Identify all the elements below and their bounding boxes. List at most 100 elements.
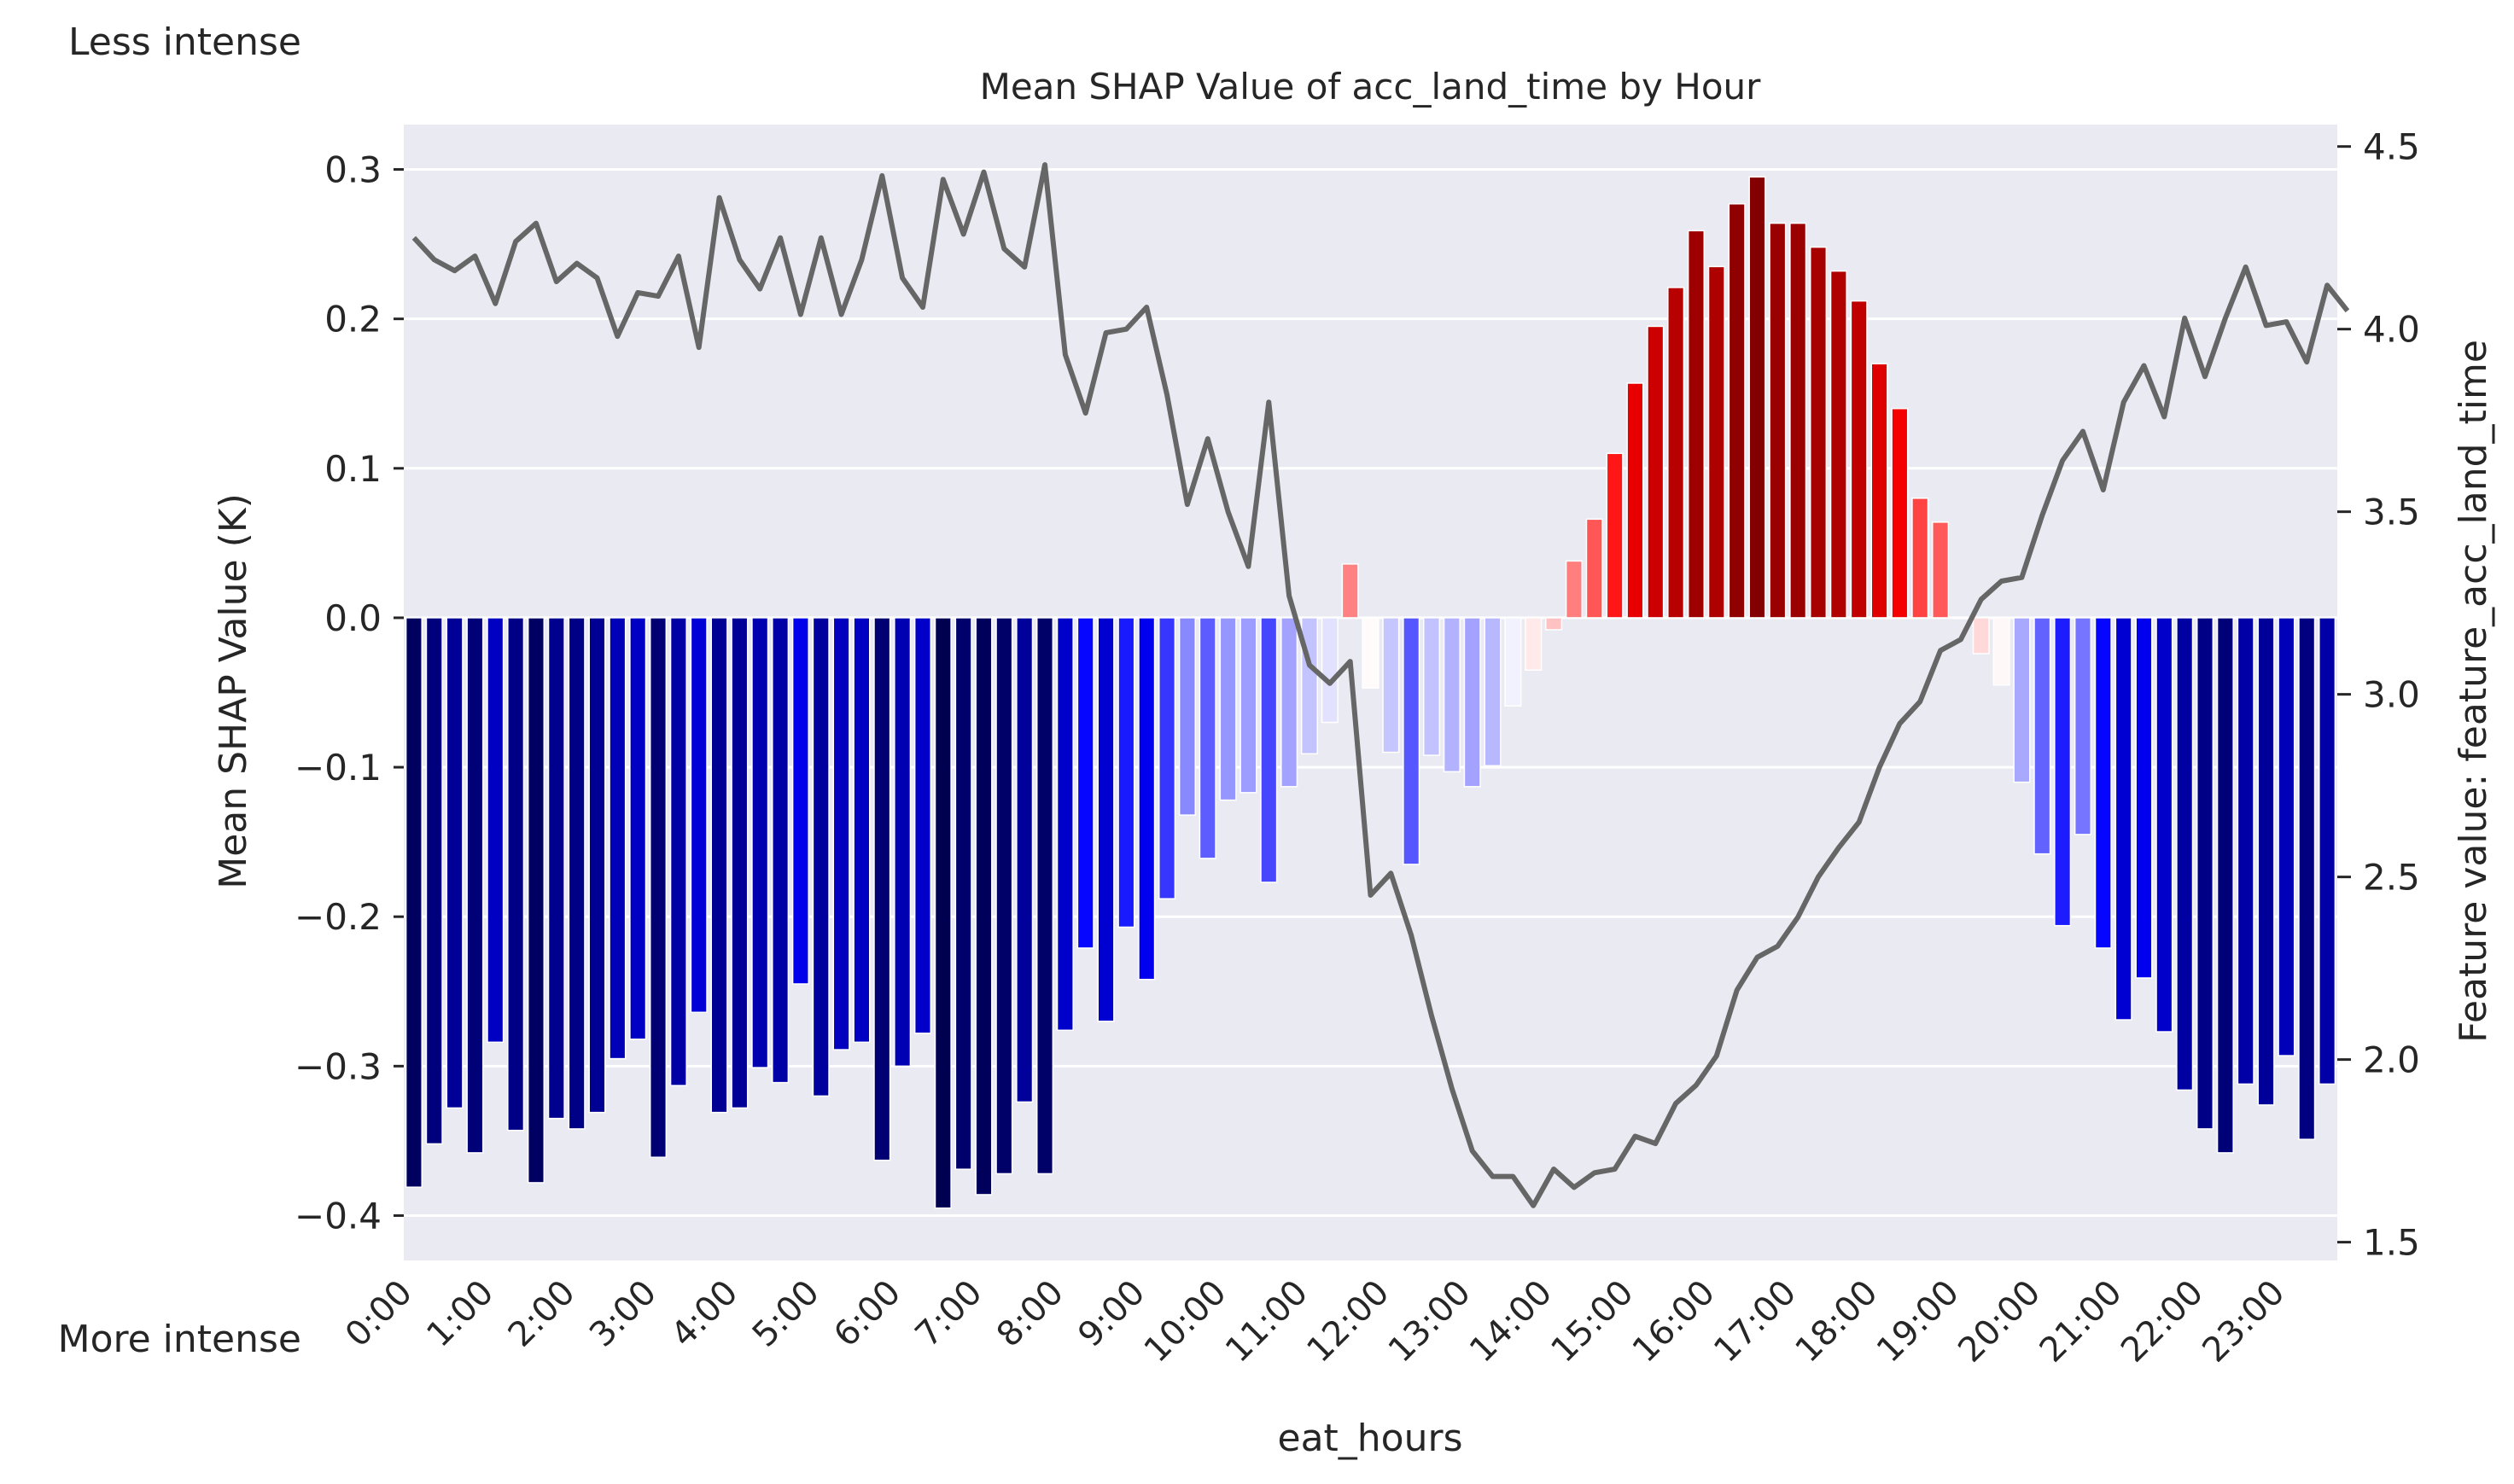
- shap-bar: [1992, 617, 2010, 686]
- shap-bar: [1911, 498, 1929, 619]
- x-tick-label: 22:00: [2114, 1273, 2211, 1371]
- more-intense-label: More intense: [58, 1318, 301, 1361]
- shap-bar: [934, 617, 952, 1209]
- shap-bar: [1240, 617, 1257, 794]
- shap-bar: [1158, 617, 1176, 899]
- shap-bar: [1117, 617, 1135, 928]
- shap-bar: [1829, 270, 1847, 619]
- shap-bar: [527, 617, 545, 1184]
- shap-bar: [690, 617, 708, 1014]
- x-tick-label: 23:00: [2195, 1273, 2292, 1371]
- x-tick-label: 20:00: [1951, 1273, 2048, 1371]
- x-tick-label: 7:00: [908, 1273, 990, 1355]
- shap-bar: [1219, 617, 1237, 801]
- shap-bar: [1626, 382, 1644, 619]
- x-tick-label: 12:00: [1299, 1273, 1397, 1371]
- y2-tick-label: 2.0: [2363, 1039, 2420, 1081]
- shap-bar: [1769, 222, 1787, 619]
- shap-bar: [1707, 265, 1725, 619]
- shap-bar: [2176, 617, 2194, 1091]
- shap-bar: [873, 617, 891, 1161]
- x-axis-label: eat_hours: [1278, 1417, 1463, 1460]
- shap-bar: [649, 617, 668, 1158]
- shap-bar: [1891, 408, 1909, 619]
- shap-bar: [1443, 617, 1461, 773]
- y-tick-label: 0.3: [324, 149, 382, 191]
- shap-bar: [1687, 230, 1706, 619]
- shap-bar: [1870, 363, 1888, 619]
- shap-bar: [2135, 617, 2153, 979]
- y2-tick-label: 1.5: [2363, 1222, 2420, 1264]
- shap-bar: [2155, 617, 2173, 1033]
- x-tick-label: 4:00: [663, 1273, 745, 1355]
- shap-bar: [2298, 617, 2316, 1140]
- less-intense-label: Less intense: [68, 20, 301, 64]
- shap-bar: [913, 617, 932, 1034]
- y-tick-label: 0.1: [324, 448, 382, 490]
- y2-tick-label: 3.5: [2363, 492, 2420, 533]
- shap-bar: [2237, 617, 2254, 1085]
- shap-bar: [1056, 617, 1074, 1032]
- shap-bar: [1789, 222, 1807, 619]
- x-tick-label: 10:00: [1137, 1273, 1234, 1371]
- shap-bar: [1035, 617, 1054, 1175]
- feature-value-line: [411, 162, 2350, 1208]
- shap-bar: [1076, 617, 1094, 949]
- shap-bar: [588, 617, 606, 1114]
- shap-bar: [1403, 617, 1420, 865]
- shap-bar: [466, 617, 484, 1154]
- shap-bar: [894, 617, 912, 1068]
- x-tick-label: 8:00: [989, 1273, 1071, 1355]
- x-tick-label: 2:00: [501, 1273, 583, 1355]
- shap-bar: [1341, 563, 1359, 619]
- shap-bar: [2319, 617, 2336, 1085]
- shap-bar: [446, 617, 464, 1109]
- shap-bar: [609, 617, 627, 1060]
- bar-series: [405, 176, 2336, 1209]
- shap-bar: [2094, 617, 2112, 949]
- x-tick-label: 17:00: [1706, 1273, 1804, 1371]
- x-tick-label: 18:00: [1788, 1273, 1886, 1371]
- shap-bar: [1504, 617, 1522, 707]
- shap-bar: [629, 617, 647, 1040]
- x-tick-label: 13:00: [1381, 1273, 1479, 1371]
- y2-tick-label: 4.5: [2363, 126, 2420, 168]
- shap-bar: [1422, 617, 1441, 756]
- x-tick-label: 5:00: [745, 1273, 827, 1355]
- line-series: [411, 162, 2350, 1208]
- x-tick-label: 16:00: [1625, 1273, 1723, 1371]
- shap-bar: [1809, 246, 1828, 619]
- shap-bar: [853, 617, 871, 1044]
- shap-bar: [568, 617, 586, 1130]
- shap-bar: [772, 617, 790, 1084]
- y-tick-label: −0.3: [295, 1045, 382, 1087]
- x-tick-label: 19:00: [1869, 1273, 1967, 1371]
- shap-bar: [547, 617, 565, 1120]
- shap-bar: [1585, 518, 1603, 619]
- shap-bar: [1850, 300, 1868, 619]
- shap-bar: [1280, 617, 1298, 788]
- y-tick-label: −0.1: [295, 747, 382, 789]
- shap-bar: [669, 617, 687, 1086]
- shap-bar: [1647, 325, 1665, 619]
- shap-bar: [1362, 617, 1379, 689]
- x-tick-label: 14:00: [1462, 1273, 1560, 1371]
- shap-bar: [1525, 617, 1543, 671]
- y-tick-label: −0.4: [295, 1195, 382, 1237]
- shap-bar: [1565, 560, 1583, 619]
- shap-bar: [1545, 617, 1563, 631]
- shap-bar: [1260, 617, 1278, 883]
- shap-bar: [812, 617, 830, 1097]
- shap-bar: [791, 617, 809, 985]
- shap-bar: [1382, 617, 1400, 754]
- shap-bar: [1606, 452, 1624, 619]
- shap-bar: [1728, 203, 1746, 619]
- x-tick-label: 21:00: [2033, 1273, 2130, 1371]
- shap-bar: [2257, 617, 2275, 1106]
- x-tick-label: 15:00: [1543, 1273, 1641, 1371]
- shap-bar: [2114, 617, 2132, 1021]
- y-tick-label: −0.2: [295, 896, 382, 938]
- shap-bar: [1016, 617, 1034, 1103]
- shap-bar: [1667, 287, 1685, 619]
